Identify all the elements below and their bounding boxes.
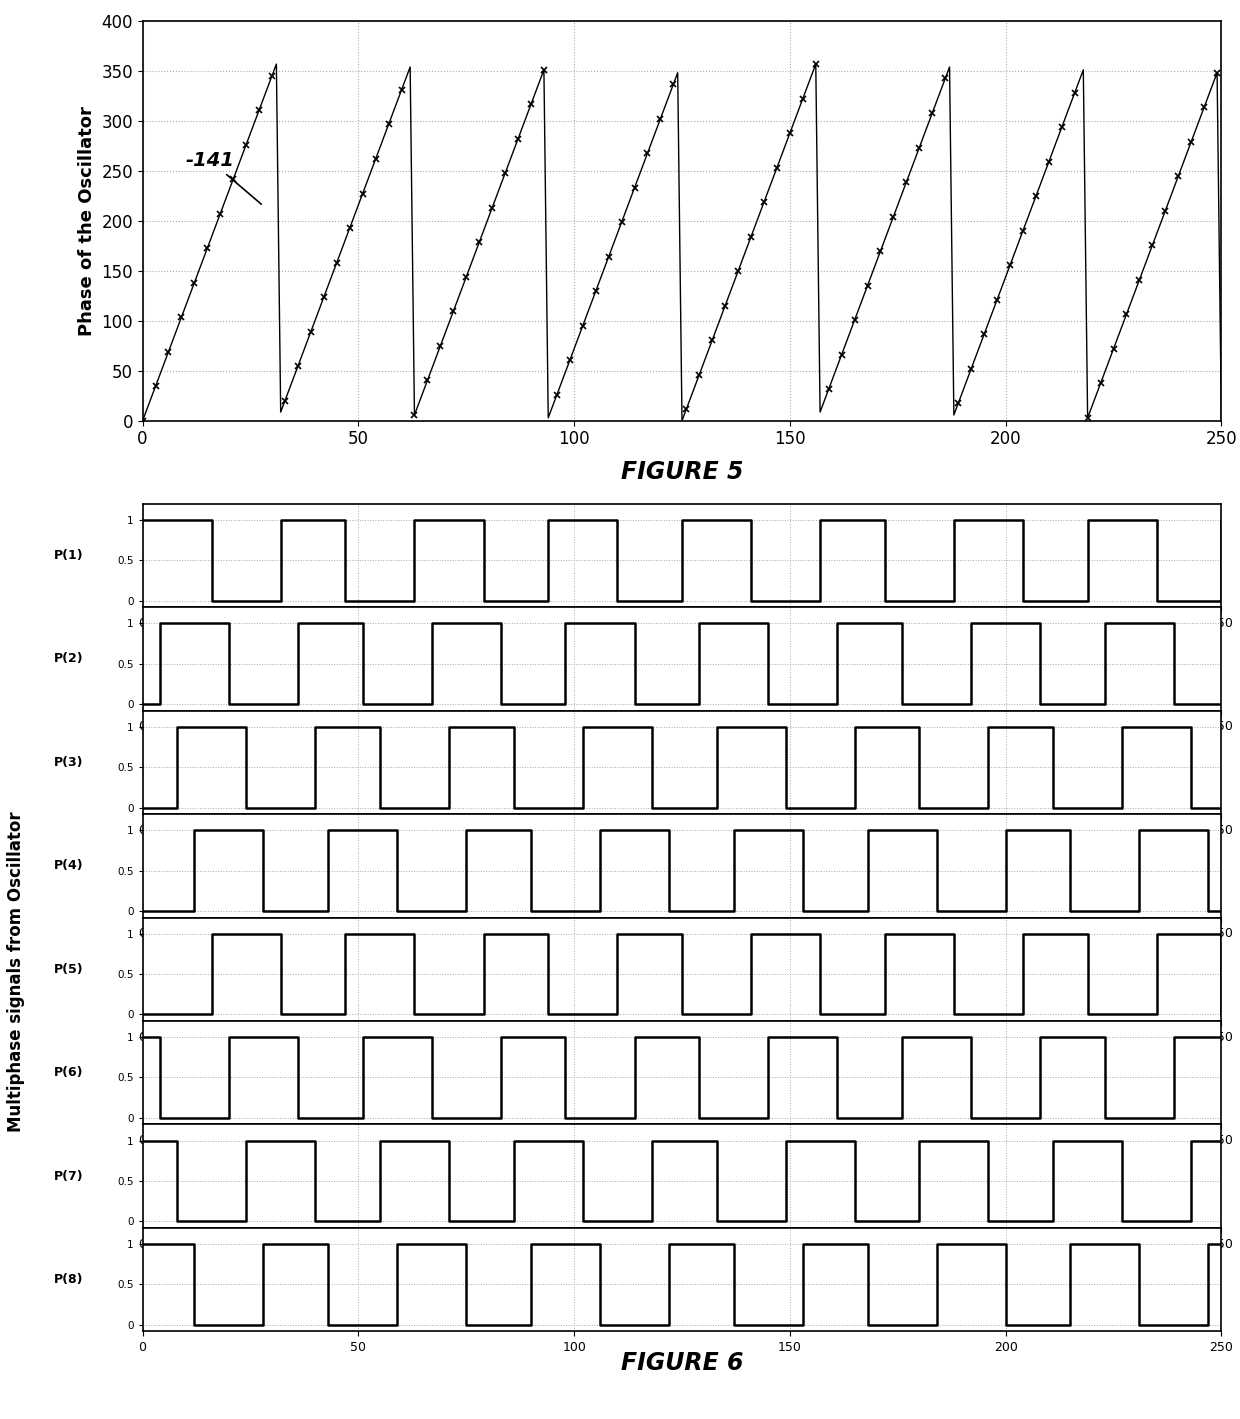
Text: P(4): P(4) <box>53 860 83 873</box>
Text: P(2): P(2) <box>53 653 83 666</box>
Text: FIGURE 6: FIGURE 6 <box>621 1351 743 1375</box>
Text: -141: -141 <box>186 150 262 204</box>
Text: P(3): P(3) <box>53 756 83 769</box>
Y-axis label: Phase of the Oscillator: Phase of the Oscillator <box>78 106 95 336</box>
Text: FIGURE 5: FIGURE 5 <box>621 460 743 484</box>
Text: P(5): P(5) <box>53 962 83 976</box>
Text: P(6): P(6) <box>53 1066 83 1078</box>
Text: P(7): P(7) <box>53 1169 83 1182</box>
Text: P(8): P(8) <box>53 1273 83 1286</box>
Text: P(1): P(1) <box>53 549 83 562</box>
Text: Multiphase signals from Oscillator: Multiphase signals from Oscillator <box>7 812 25 1132</box>
